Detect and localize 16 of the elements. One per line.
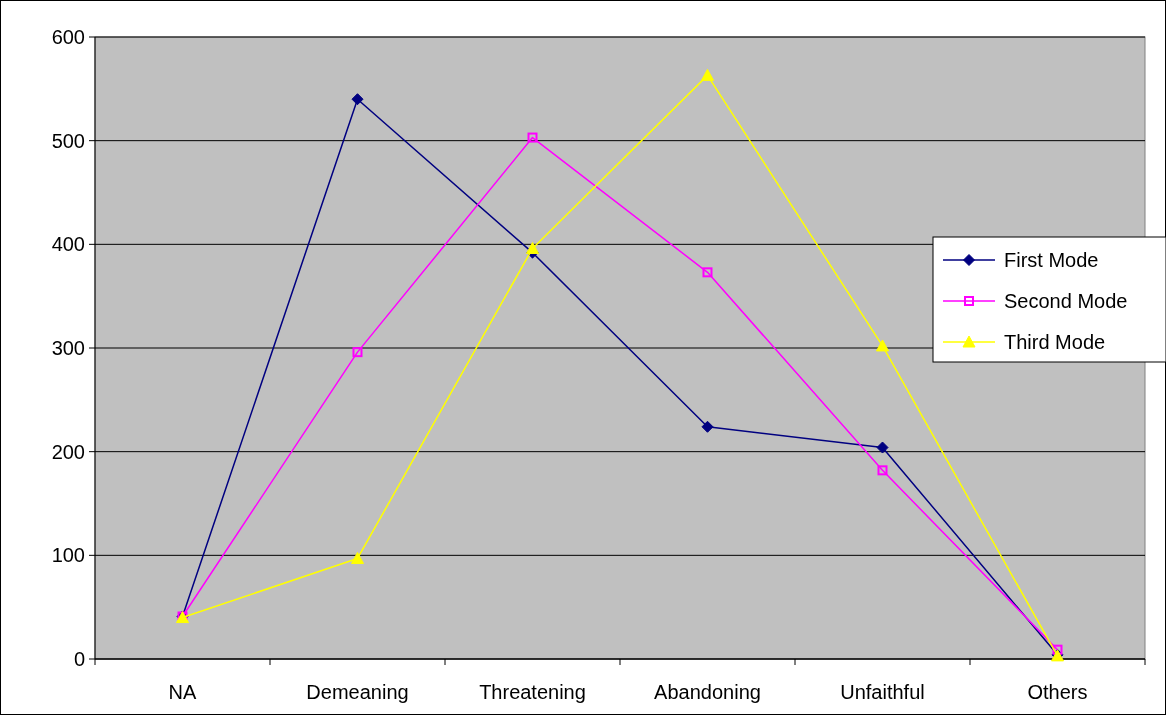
y-tick-label: 200 xyxy=(51,440,85,463)
y-tick-label: 500 xyxy=(51,129,85,152)
x-tick-label: NA xyxy=(168,681,198,703)
y-tick-label: 600 xyxy=(51,26,85,48)
y-tick-label: 0 xyxy=(73,648,85,670)
legend-label: Third Mode xyxy=(1004,331,1106,353)
y-tick-label: 300 xyxy=(51,337,85,359)
x-tick-label: Threatening xyxy=(479,681,586,703)
y-tick-label: 100 xyxy=(51,544,85,567)
y-tick-label: 400 xyxy=(51,233,85,256)
x-tick-label: Unfaithful xyxy=(840,681,925,703)
x-tick-label: Abandoning xyxy=(654,681,761,703)
x-tick-label: Demeaning xyxy=(306,681,409,703)
legend-label: Second Mode xyxy=(1004,290,1128,312)
legend-label: First Mode xyxy=(1004,249,1099,271)
x-tick-label: Others xyxy=(1027,681,1088,703)
